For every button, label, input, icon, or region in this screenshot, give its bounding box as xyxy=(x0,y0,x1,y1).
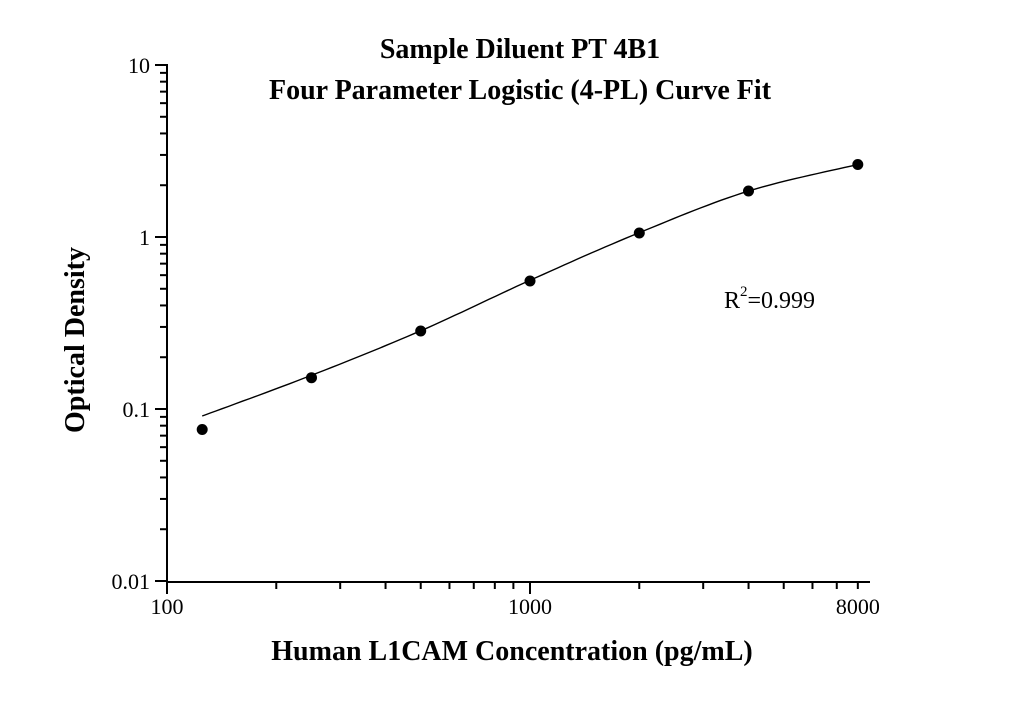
data-point xyxy=(852,159,864,170)
chart-title-line2: Four Parameter Logistic (4-PL) Curve Fit xyxy=(269,75,772,106)
data-point xyxy=(524,275,536,287)
y-tick-label: 1 xyxy=(139,225,150,250)
data-points xyxy=(196,159,864,435)
y-tick-label: 10 xyxy=(128,53,150,78)
y-axis-ticks xyxy=(155,64,167,582)
y-axis-tick-labels: 10 1 0.1 0.01 xyxy=(112,53,151,594)
x-axis-ticks xyxy=(166,582,859,594)
data-point xyxy=(196,424,208,435)
y-tick-label: 0.01 xyxy=(112,569,151,594)
x-tick-label: 8000 xyxy=(836,594,880,619)
data-point xyxy=(306,372,317,384)
r-squared-value: =0.999 xyxy=(748,288,816,314)
y-tick-label: 0.1 xyxy=(123,397,151,422)
x-axis-title: Human L1CAM Concentration (pg/mL) xyxy=(271,636,752,667)
r-squared-superscript: 2 xyxy=(740,284,748,300)
r-squared-annotation: R2=0.999 xyxy=(724,284,815,314)
chart-title-line1: Sample Diluent PT 4B1 xyxy=(380,34,660,65)
x-tick-label: 1000 xyxy=(508,594,552,619)
x-axis-tick-labels: 100 1000 8000 xyxy=(151,594,880,619)
data-point xyxy=(743,185,754,197)
y-axis-title: Optical Density xyxy=(60,247,91,433)
data-point xyxy=(633,227,645,239)
r-squared-base: R xyxy=(724,288,740,314)
x-tick-label: 100 xyxy=(151,594,184,619)
axes xyxy=(166,64,870,583)
data-point xyxy=(415,325,427,337)
